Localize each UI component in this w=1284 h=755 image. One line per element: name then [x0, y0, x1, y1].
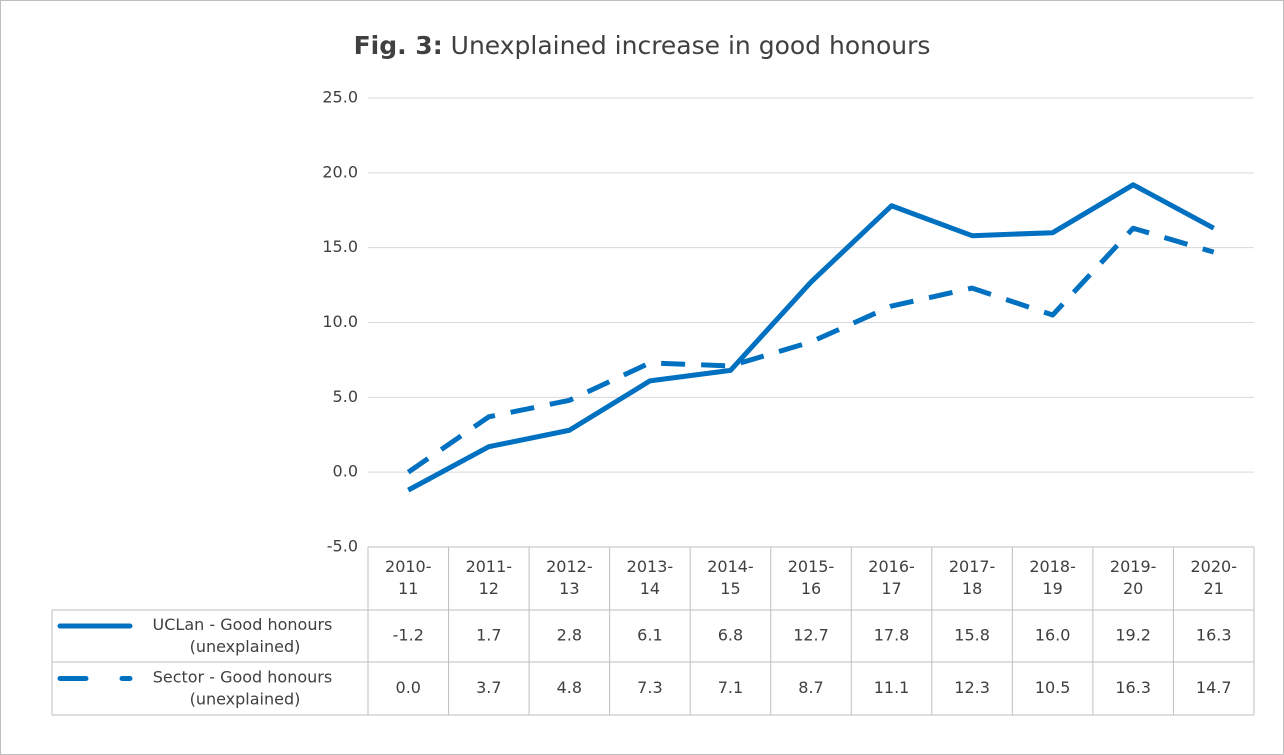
table-value: 12.3: [954, 678, 990, 697]
x-tick-label: 2019- 20: [1110, 557, 1157, 598]
table-value: 15.8: [954, 626, 990, 645]
y-tick-label: 0.0: [333, 462, 358, 481]
line-part: 11: [398, 579, 418, 598]
line-part: 2011-: [466, 557, 513, 576]
table-value: 6.8: [718, 626, 743, 645]
x-tick-label: 2010- 11: [385, 557, 432, 598]
table-value: 11.1: [874, 678, 910, 697]
line-part: 2016-: [868, 557, 915, 576]
line-part: 17: [881, 579, 901, 598]
line-part: UCLan - Good honours: [153, 615, 338, 634]
table-value: 17.8: [874, 626, 910, 645]
table-value: 2.8: [557, 626, 582, 645]
line-part: (unexplained): [190, 689, 301, 708]
x-tick-label: 2013- 14: [627, 557, 674, 598]
chart-title: Fig. 3: Unexplained increase in good hon…: [354, 31, 931, 60]
x-tick-label: 2012- 13: [546, 557, 593, 598]
table-value: 14.7: [1196, 678, 1232, 697]
line-part: 21: [1204, 579, 1224, 598]
table-value: 3.7: [476, 678, 501, 697]
line-part: 19: [1042, 579, 1062, 598]
line-part: (unexplained): [190, 637, 301, 656]
table-value: 10.5: [1035, 678, 1071, 697]
title-text: Unexplained increase in good honours: [451, 31, 931, 60]
table-value: 4.8: [557, 678, 582, 697]
x-tick-label: 2016- 17: [868, 557, 915, 598]
line-part: 2020-: [1190, 557, 1237, 576]
y-tick-label: 5.0: [333, 387, 358, 406]
line-part: 2019-: [1110, 557, 1157, 576]
x-tick-label: 2017- 18: [949, 557, 996, 598]
line-part: 16: [801, 579, 821, 598]
line-part: 2010-: [385, 557, 432, 576]
y-tick-label: 10.0: [322, 312, 358, 331]
table-value: 16.0: [1035, 626, 1071, 645]
table-value: 16.3: [1196, 626, 1232, 645]
line-part: 2017-: [949, 557, 996, 576]
line-part: 2013-: [627, 557, 674, 576]
table-value: 12.7: [793, 626, 829, 645]
legend-label: Sector - Good honours (unexplained): [153, 667, 338, 708]
line-part: 14: [640, 579, 660, 598]
table-value: 16.3: [1115, 678, 1151, 697]
legend-label: UCLan - Good honours (unexplained): [153, 615, 338, 656]
table-value: 7.3: [637, 678, 662, 697]
x-tick-label: 2015- 16: [788, 557, 835, 598]
table-value: 7.1: [718, 678, 743, 697]
x-tick-label: 2018- 19: [1029, 557, 1076, 598]
line-part: Sector - Good honours: [153, 667, 338, 686]
x-tick-label: 2011- 12: [466, 557, 513, 598]
line-part: 13: [559, 579, 579, 598]
line-part: 15: [720, 579, 740, 598]
y-tick-label: 25.0: [322, 88, 358, 107]
y-tick-label: -5.0: [327, 537, 358, 556]
line-part: 20: [1123, 579, 1143, 598]
y-tick-label: 15.0: [322, 237, 358, 256]
table-value: -1.2: [393, 626, 424, 645]
line-part: 2012-: [546, 557, 593, 576]
table-value: 6.1: [637, 626, 662, 645]
line-part: 2015-: [788, 557, 835, 576]
series-line: [407, 182, 1215, 493]
line-part: 2018-: [1029, 557, 1076, 576]
y-tick-label: 20.0: [322, 162, 358, 181]
table-value: 0.0: [396, 678, 421, 697]
title-bold: Fig. 3:: [354, 31, 443, 60]
x-tick-label: 2014- 15: [707, 557, 754, 598]
x-tick-label: 2020- 21: [1190, 557, 1237, 598]
table-value: 1.7: [476, 626, 501, 645]
series-line: [406, 225, 1215, 475]
line-part: 18: [962, 579, 982, 598]
table-value: 19.2: [1115, 626, 1151, 645]
line-part: 12: [479, 579, 499, 598]
line-part: 2014-: [707, 557, 754, 576]
table-value: 8.7: [798, 678, 823, 697]
